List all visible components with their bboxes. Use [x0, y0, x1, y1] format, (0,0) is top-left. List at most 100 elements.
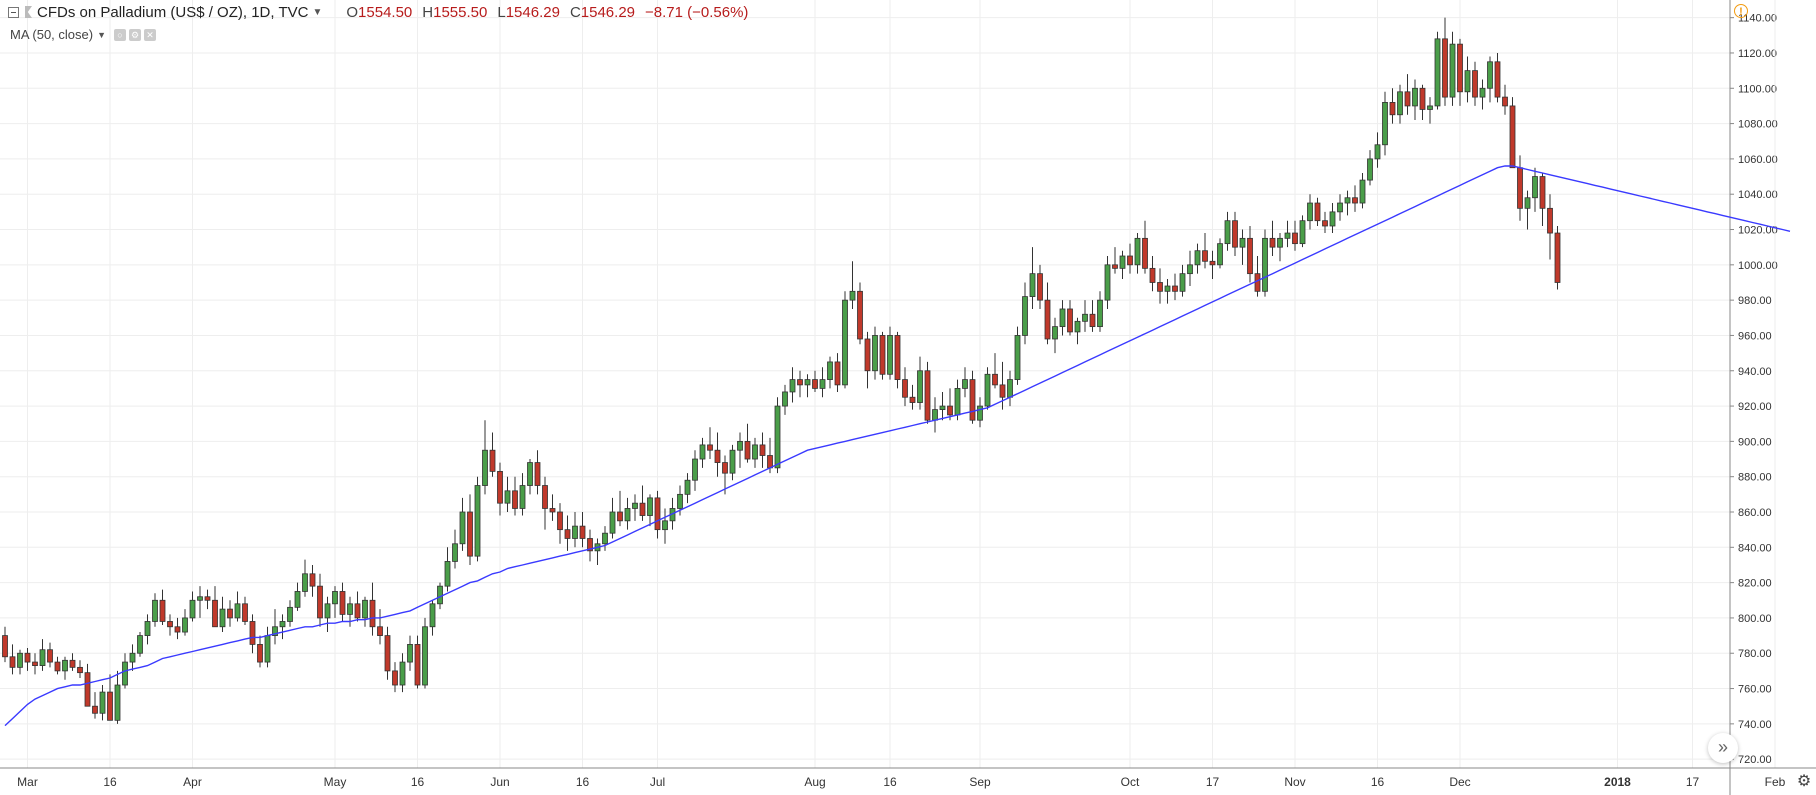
candle-body	[639, 502, 646, 516]
candle-body	[1434, 38, 1441, 107]
candle-body	[407, 644, 413, 663]
visibility-icon[interactable]: ○	[114, 28, 127, 41]
candle-body	[174, 626, 181, 633]
candle-body	[1554, 232, 1561, 283]
high-value: H1555.50	[422, 3, 488, 21]
candle-body	[1382, 102, 1388, 146]
candle-body	[1239, 237, 1246, 248]
candle-body	[1112, 264, 1118, 269]
scroll-right-icon[interactable]: »	[1708, 733, 1738, 763]
symbol-legend: CFDs on Palladium (US$ / OZ), 1D, TVC ▼ …	[8, 3, 748, 21]
candle-body	[1254, 273, 1261, 292]
candle-body	[1269, 237, 1276, 248]
candle-body	[744, 440, 751, 460]
candle-body	[654, 497, 661, 531]
candle-body	[272, 626, 278, 636]
candle-body	[204, 596, 211, 601]
candle-body	[894, 335, 901, 380]
candle-body	[459, 511, 466, 545]
chevron-down-icon[interactable]: ▼	[312, 6, 323, 18]
candle-body	[1314, 202, 1321, 222]
symbol-title[interactable]: CFDs on Palladium (US$ / OZ), 1D, TVC	[37, 3, 309, 21]
candle-body	[234, 603, 241, 619]
x-tick-label: 16	[1371, 775, 1385, 789]
settings-icon[interactable]: ⚙	[129, 28, 142, 41]
candle-body	[137, 635, 143, 654]
candle-body	[197, 596, 203, 601]
x-tick-label: 16	[883, 775, 897, 789]
candle-body	[1397, 91, 1403, 116]
candle-body	[1277, 237, 1283, 248]
candle-body	[302, 573, 308, 592]
candle-body	[324, 603, 331, 619]
candle-body	[834, 361, 841, 386]
candle-body	[624, 508, 631, 522]
candle-body	[827, 361, 833, 380]
candle-body	[384, 635, 391, 672]
candle-body	[677, 493, 683, 509]
candle-body	[609, 511, 616, 534]
candle-body	[467, 511, 473, 557]
close-value: C1546.29	[569, 3, 636, 21]
candle-body	[774, 405, 781, 469]
x-tick-label: Jun	[490, 775, 509, 789]
candle-body	[264, 635, 271, 663]
candle-body	[1449, 43, 1456, 98]
candle-body	[474, 485, 481, 557]
candle-body	[1044, 299, 1051, 340]
candle-body	[512, 490, 518, 509]
candle-body	[992, 373, 998, 386]
candle-body	[122, 661, 128, 686]
x-tick-label: 17	[1206, 775, 1220, 789]
candle-body	[152, 599, 158, 622]
candle-body	[294, 591, 301, 608]
candle-body	[24, 652, 31, 663]
candle-body	[842, 299, 848, 386]
y-tick-label: 740.00	[1738, 719, 1772, 731]
x-tick-label: May	[324, 775, 347, 789]
candle-body	[1299, 220, 1306, 245]
candle-body	[77, 666, 83, 674]
indicator-label[interactable]: MA (50, close)	[10, 27, 94, 42]
x-tick-label: 16	[576, 775, 590, 789]
candle-body	[962, 379, 968, 389]
candle-body	[114, 684, 121, 721]
candle-body	[159, 599, 166, 622]
y-tick-label: 760.00	[1738, 684, 1772, 696]
candle-body	[219, 608, 226, 628]
candle-body	[1337, 202, 1343, 213]
candle-body	[932, 409, 938, 421]
candle-body	[482, 449, 488, 486]
candle-body	[549, 508, 556, 513]
candle-body	[1142, 237, 1148, 269]
warning-icon[interactable]: !	[1734, 4, 1748, 18]
candle-body	[1007, 379, 1013, 398]
candle-body	[1232, 220, 1238, 248]
candle-body	[1457, 43, 1463, 93]
candle-body	[789, 379, 796, 393]
candle-body	[1134, 237, 1141, 266]
collapse-icon[interactable]	[8, 6, 19, 18]
candle-body	[1059, 308, 1066, 328]
candle-body	[1539, 176, 1546, 209]
candle-body	[1172, 285, 1178, 292]
candle-body	[872, 335, 878, 372]
open-value: O1554.50	[346, 3, 413, 21]
candle-body	[804, 379, 811, 386]
candle-body	[969, 379, 976, 421]
y-tick-label: 1020.00	[1738, 225, 1778, 237]
candle-body	[662, 520, 668, 531]
candle-body	[437, 585, 443, 605]
close-icon[interactable]: ✕	[144, 28, 157, 41]
gear-icon[interactable]: ⚙	[1796, 773, 1812, 790]
chevron-down-icon[interactable]: ▼	[97, 29, 107, 40]
candle-body	[1502, 96, 1508, 107]
candle-body	[1442, 38, 1448, 98]
candle-body	[984, 373, 991, 407]
candle-body	[107, 691, 113, 721]
y-tick-label: 940.00	[1738, 366, 1772, 378]
candle-body	[1404, 91, 1411, 107]
candle-body	[1127, 255, 1133, 266]
candle-body	[924, 370, 931, 421]
